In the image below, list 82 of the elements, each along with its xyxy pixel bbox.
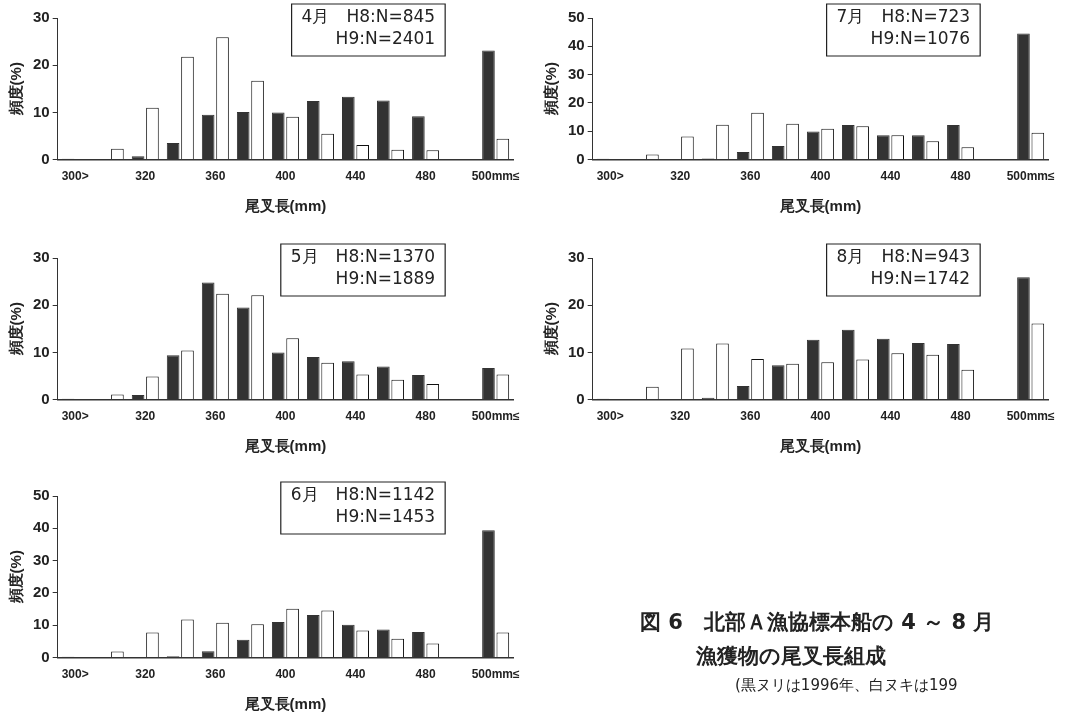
y-tick-label: 30 bbox=[568, 64, 585, 82]
x-tick-label: 440 bbox=[345, 169, 366, 184]
annotation: H9:N=1453 bbox=[335, 505, 436, 526]
annotation: H9:N=2401 bbox=[335, 27, 436, 48]
y-tick-label: 50 bbox=[33, 486, 50, 504]
y-tick-label: 40 bbox=[568, 36, 585, 54]
x-tick-label: 300> bbox=[596, 409, 624, 424]
x-tick-label: 440 bbox=[880, 409, 901, 424]
x-tick-label: 400 bbox=[275, 169, 296, 184]
annotation: H9:N=1742 bbox=[870, 267, 971, 288]
y-tick-label: 30 bbox=[33, 248, 50, 266]
y-axis-title: 頻度(%) bbox=[7, 550, 25, 605]
y-tick-label: 20 bbox=[33, 295, 50, 313]
x-tick-label: 320 bbox=[670, 409, 691, 424]
annotation: H9:N=1076 bbox=[870, 27, 971, 48]
y-axis-title: 頻度(%) bbox=[542, 302, 560, 357]
y-tick-label: 0 bbox=[576, 389, 585, 407]
x-tick-label: 320 bbox=[670, 169, 691, 184]
x-axis-title: 尾叉長(mm) bbox=[243, 437, 327, 455]
y-axis-title: 頻度(%) bbox=[7, 302, 25, 357]
caption: 図 6 北部Ａ漁協標本船の 4 ～ 8 月 bbox=[640, 609, 996, 636]
annotation: 4月 H8:N=845 bbox=[301, 5, 436, 26]
y-tick-label: 10 bbox=[568, 342, 585, 360]
y-tick-label: 20 bbox=[33, 55, 50, 73]
y-tick-label: 30 bbox=[568, 248, 585, 266]
y-tick-label: 30 bbox=[33, 8, 50, 26]
y-tick-label: 10 bbox=[33, 615, 50, 633]
y-tick-label: 50 bbox=[568, 8, 585, 26]
x-tick-label: 400 bbox=[810, 409, 831, 424]
y-tick-label: 10 bbox=[33, 102, 50, 120]
y-tick-label: 10 bbox=[33, 342, 50, 360]
y-tick-label: 0 bbox=[576, 149, 585, 167]
x-tick-label: 300> bbox=[61, 667, 89, 682]
x-tick-label: 400 bbox=[275, 667, 296, 682]
y-tick-label: 0 bbox=[41, 149, 50, 167]
x-tick-label: 360 bbox=[205, 667, 226, 682]
y-tick-label: 20 bbox=[568, 295, 585, 313]
y-tick-label: 40 bbox=[33, 518, 50, 536]
y-tick-label: 0 bbox=[41, 647, 50, 665]
x-axis-title: 尾叉長(mm) bbox=[243, 695, 327, 713]
x-tick-label: 360 bbox=[205, 169, 226, 184]
x-axis-title: 尾叉長(mm) bbox=[778, 437, 862, 455]
x-tick-label: 360 bbox=[205, 409, 226, 424]
x-tick-label: 480 bbox=[415, 169, 436, 184]
annotation: 7月 H8:N=723 bbox=[836, 5, 971, 26]
x-tick-label: 300> bbox=[61, 169, 89, 184]
x-tick-label: 300> bbox=[61, 409, 89, 424]
y-tick-label: 0 bbox=[41, 389, 50, 407]
x-tick-label: 440 bbox=[880, 169, 901, 184]
x-tick-label: 320 bbox=[135, 667, 156, 682]
x-tick-label: 500mm≤ bbox=[471, 667, 521, 682]
text: 漁獲物の尾叉長組成 bbox=[695, 643, 887, 670]
y-tick-label: 10 bbox=[568, 121, 585, 139]
x-tick-label: 400 bbox=[275, 409, 296, 424]
annotation: 8月 H8:N=943 bbox=[836, 245, 971, 266]
y-axis-title: 頻度(%) bbox=[7, 62, 25, 117]
x-tick-label: 360 bbox=[740, 409, 761, 424]
x-axis-title: 尾叉長(mm) bbox=[778, 197, 862, 215]
annotation: 6月 H8:N=1142 bbox=[290, 483, 436, 504]
y-tick-label: 20 bbox=[33, 583, 50, 601]
annotation: H9:N=1889 bbox=[335, 267, 436, 288]
x-tick-label: 480 bbox=[415, 409, 436, 424]
x-tick-label: 300> bbox=[596, 169, 624, 184]
x-tick-label: 500mm≤ bbox=[471, 409, 521, 424]
x-tick-label: 320 bbox=[135, 409, 156, 424]
x-tick-label: 500mm≤ bbox=[1006, 169, 1056, 184]
text: (黒ヌリは1996年、白ヌキは199 bbox=[734, 676, 959, 695]
x-tick-label: 400 bbox=[810, 169, 831, 184]
x-tick-label: 360 bbox=[740, 169, 761, 184]
x-tick-label: 480 bbox=[415, 667, 436, 682]
x-tick-label: 480 bbox=[950, 409, 971, 424]
x-tick-label: 500mm≤ bbox=[1006, 409, 1056, 424]
annotation: 5月 H8:N=1370 bbox=[290, 245, 436, 266]
x-axis-title: 尾叉長(mm) bbox=[243, 197, 327, 215]
x-tick-label: 440 bbox=[345, 409, 366, 424]
y-tick-label: 30 bbox=[33, 550, 50, 568]
y-tick-label: 20 bbox=[568, 93, 585, 111]
x-tick-label: 440 bbox=[345, 667, 366, 682]
y-axis-title: 頻度(%) bbox=[542, 62, 560, 117]
x-tick-label: 500mm≤ bbox=[471, 169, 521, 184]
x-tick-label: 480 bbox=[950, 169, 971, 184]
x-tick-label: 320 bbox=[135, 169, 156, 184]
